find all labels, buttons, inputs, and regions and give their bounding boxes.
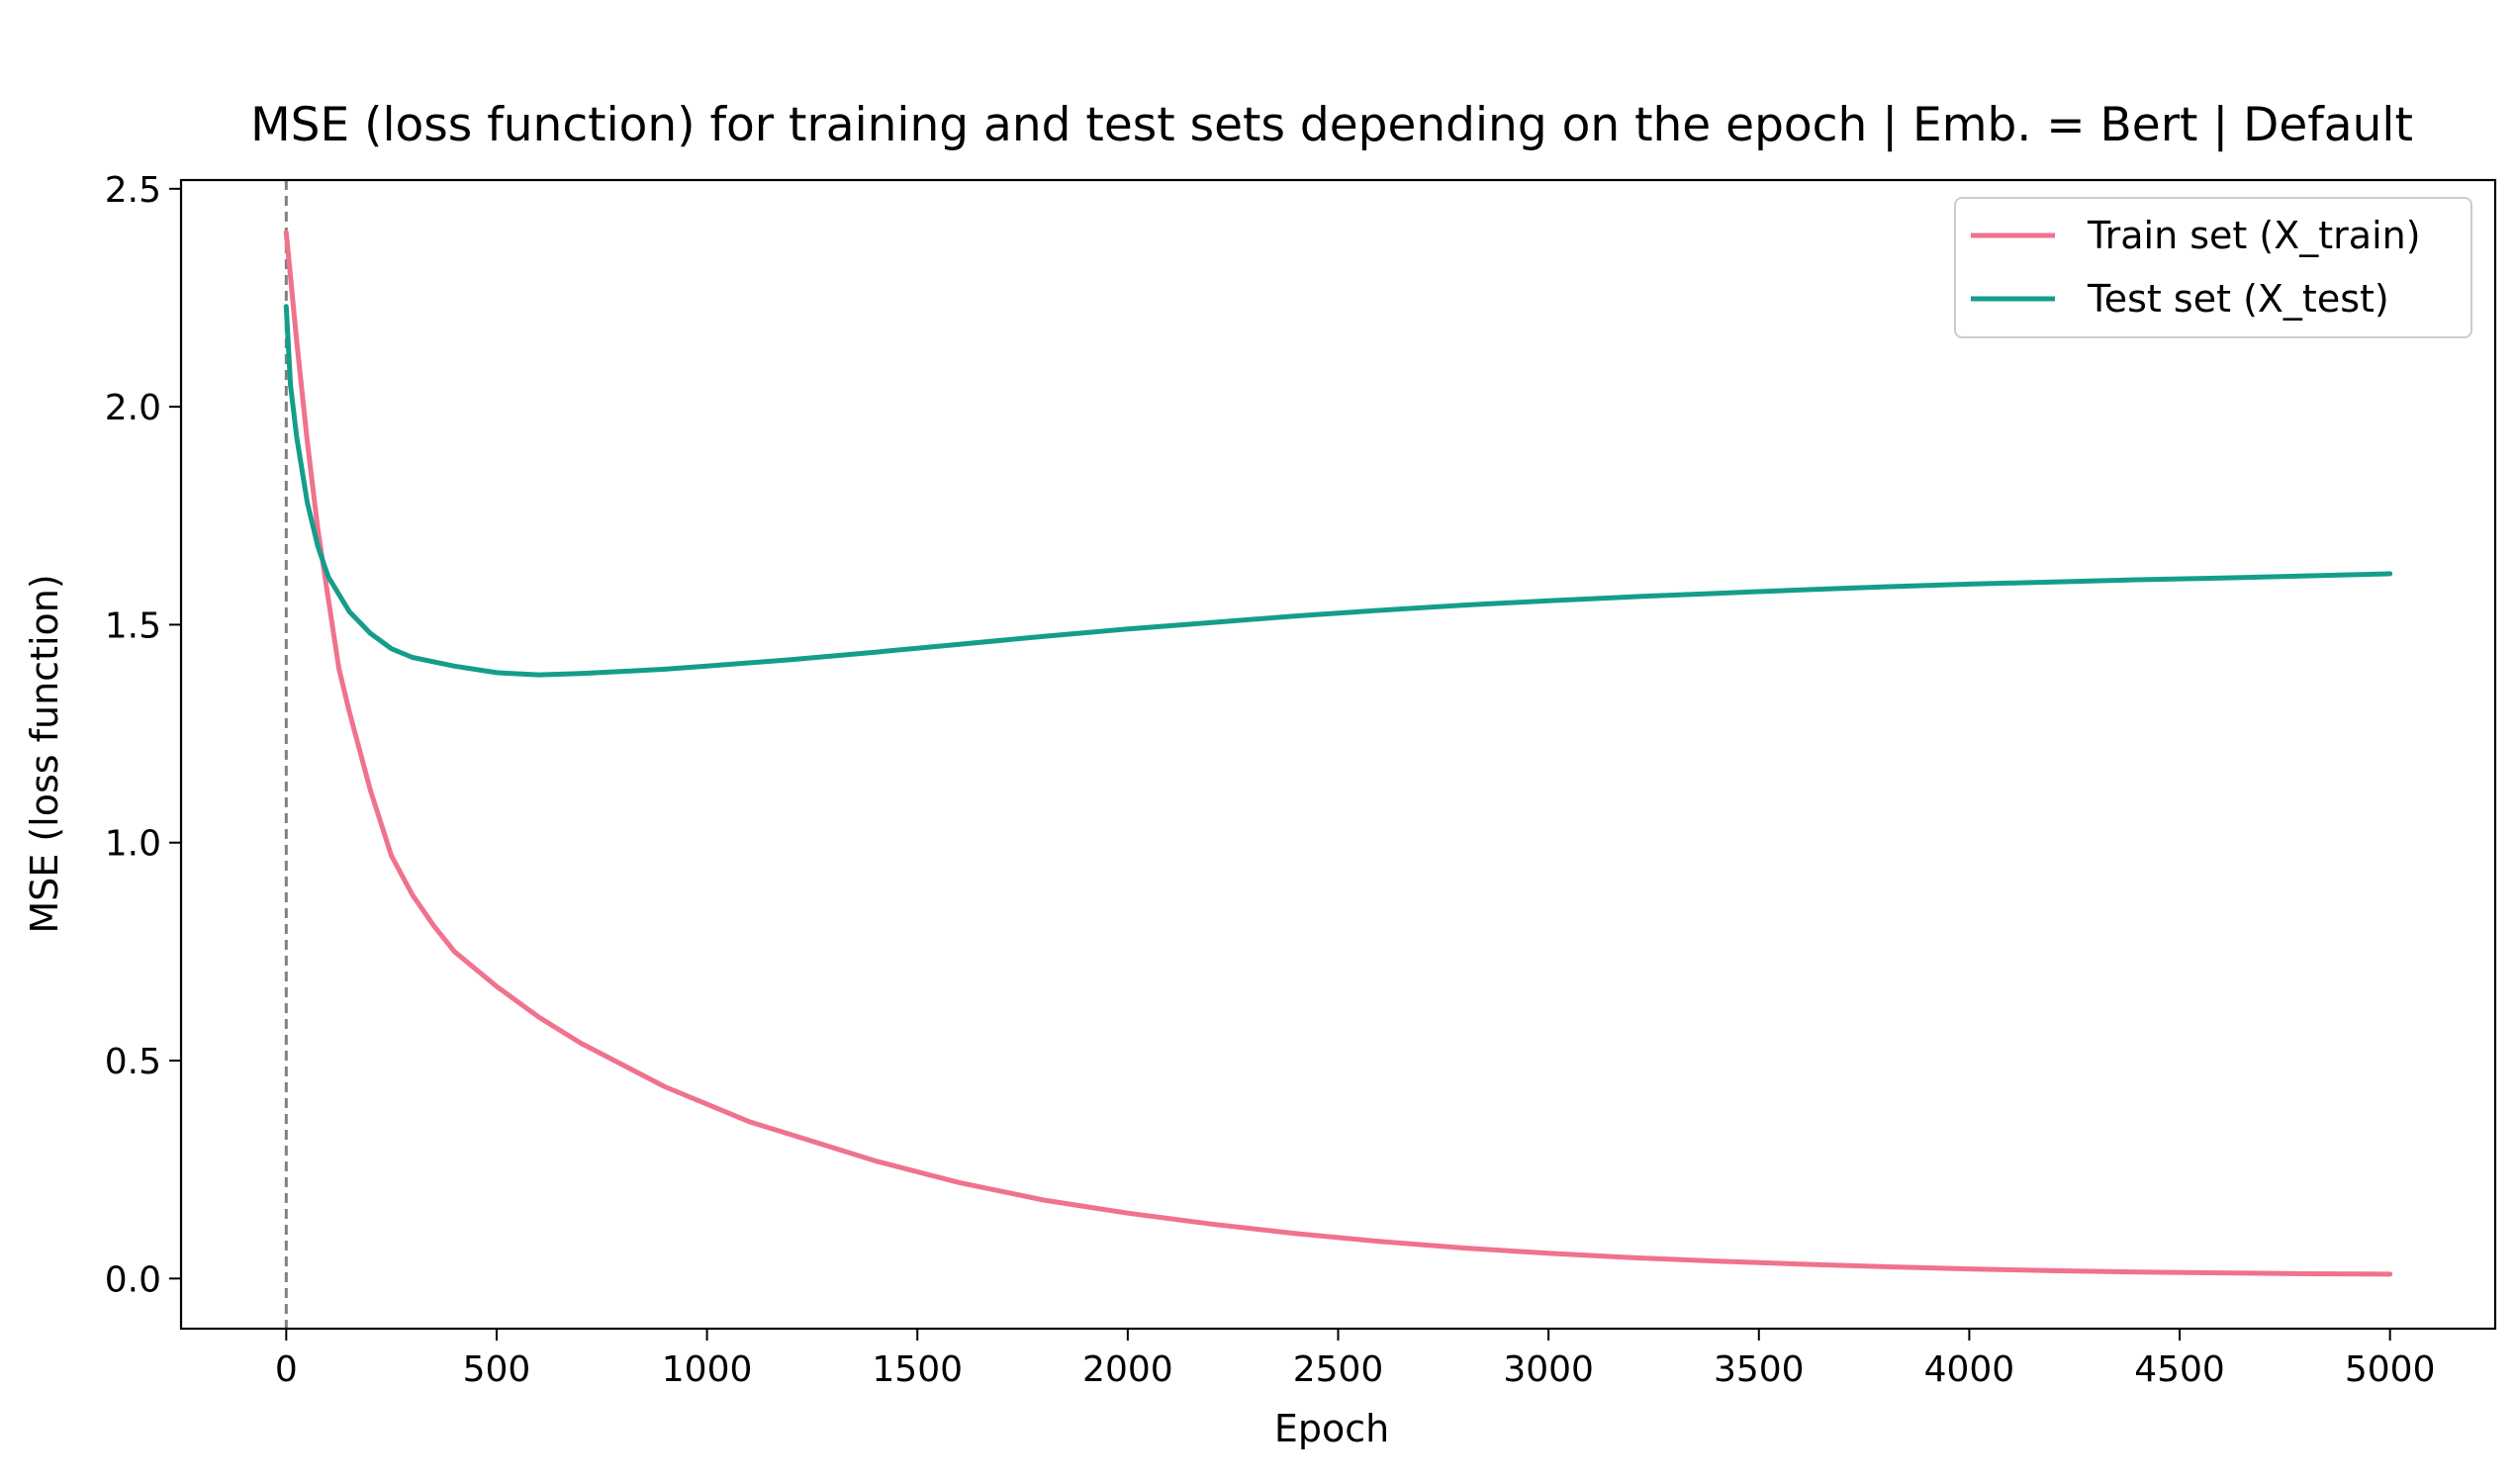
x-tick-label: 3500 [1714, 1349, 1805, 1390]
legend-entry-label: Test set (X_test) [2087, 277, 2389, 321]
x-tick-label: 500 [463, 1349, 531, 1390]
x-axis: 0 500 1000 1500 2000 2500 3000 3500 4000 4500 5000 [275, 1329, 2436, 1390]
y-tick-label: 1.0 [105, 824, 161, 865]
y-tick-label: 0.5 [105, 1042, 161, 1082]
legend-box [1954, 197, 2472, 338]
chart-title: MSE (loss function) for training and tes… [250, 98, 2413, 152]
x-tick-label: 3000 [1503, 1349, 1594, 1390]
plot-area [179, 178, 2497, 1331]
series-layer [283, 230, 2393, 1277]
x-tick-label: 4000 [1924, 1349, 2015, 1390]
legend-entry-label: Train set (X_train) [2087, 214, 2421, 257]
x-tick-label: 2000 [1082, 1349, 1173, 1390]
y-axis: 0.0 0.5 1.0 1.5 2.0 2.5 [105, 170, 181, 1300]
x-tick-label: 0 [275, 1349, 298, 1390]
train-series-line [283, 230, 2393, 1277]
x-tick-label: 1500 [872, 1349, 963, 1390]
y-tick-label: 1.5 [105, 605, 161, 646]
x-axis-label: Epoch [1274, 1407, 1389, 1450]
legend: Train set (X_train) Test set (X_test) [1954, 197, 2472, 338]
y-tick-label: 2.5 [105, 170, 161, 211]
y-tick-label: 0.0 [105, 1259, 161, 1300]
y-tick-label: 2.0 [105, 388, 161, 428]
x-tick-label: 4500 [2134, 1349, 2225, 1390]
test-series-line [283, 304, 2393, 678]
plot-background [181, 180, 2495, 1329]
y-axis-label: MSE (loss function) [23, 574, 66, 933]
x-tick-label: 5000 [2345, 1349, 2436, 1390]
x-tick-label: 1000 [662, 1349, 753, 1390]
x-tick-label: 2500 [1293, 1349, 1384, 1390]
